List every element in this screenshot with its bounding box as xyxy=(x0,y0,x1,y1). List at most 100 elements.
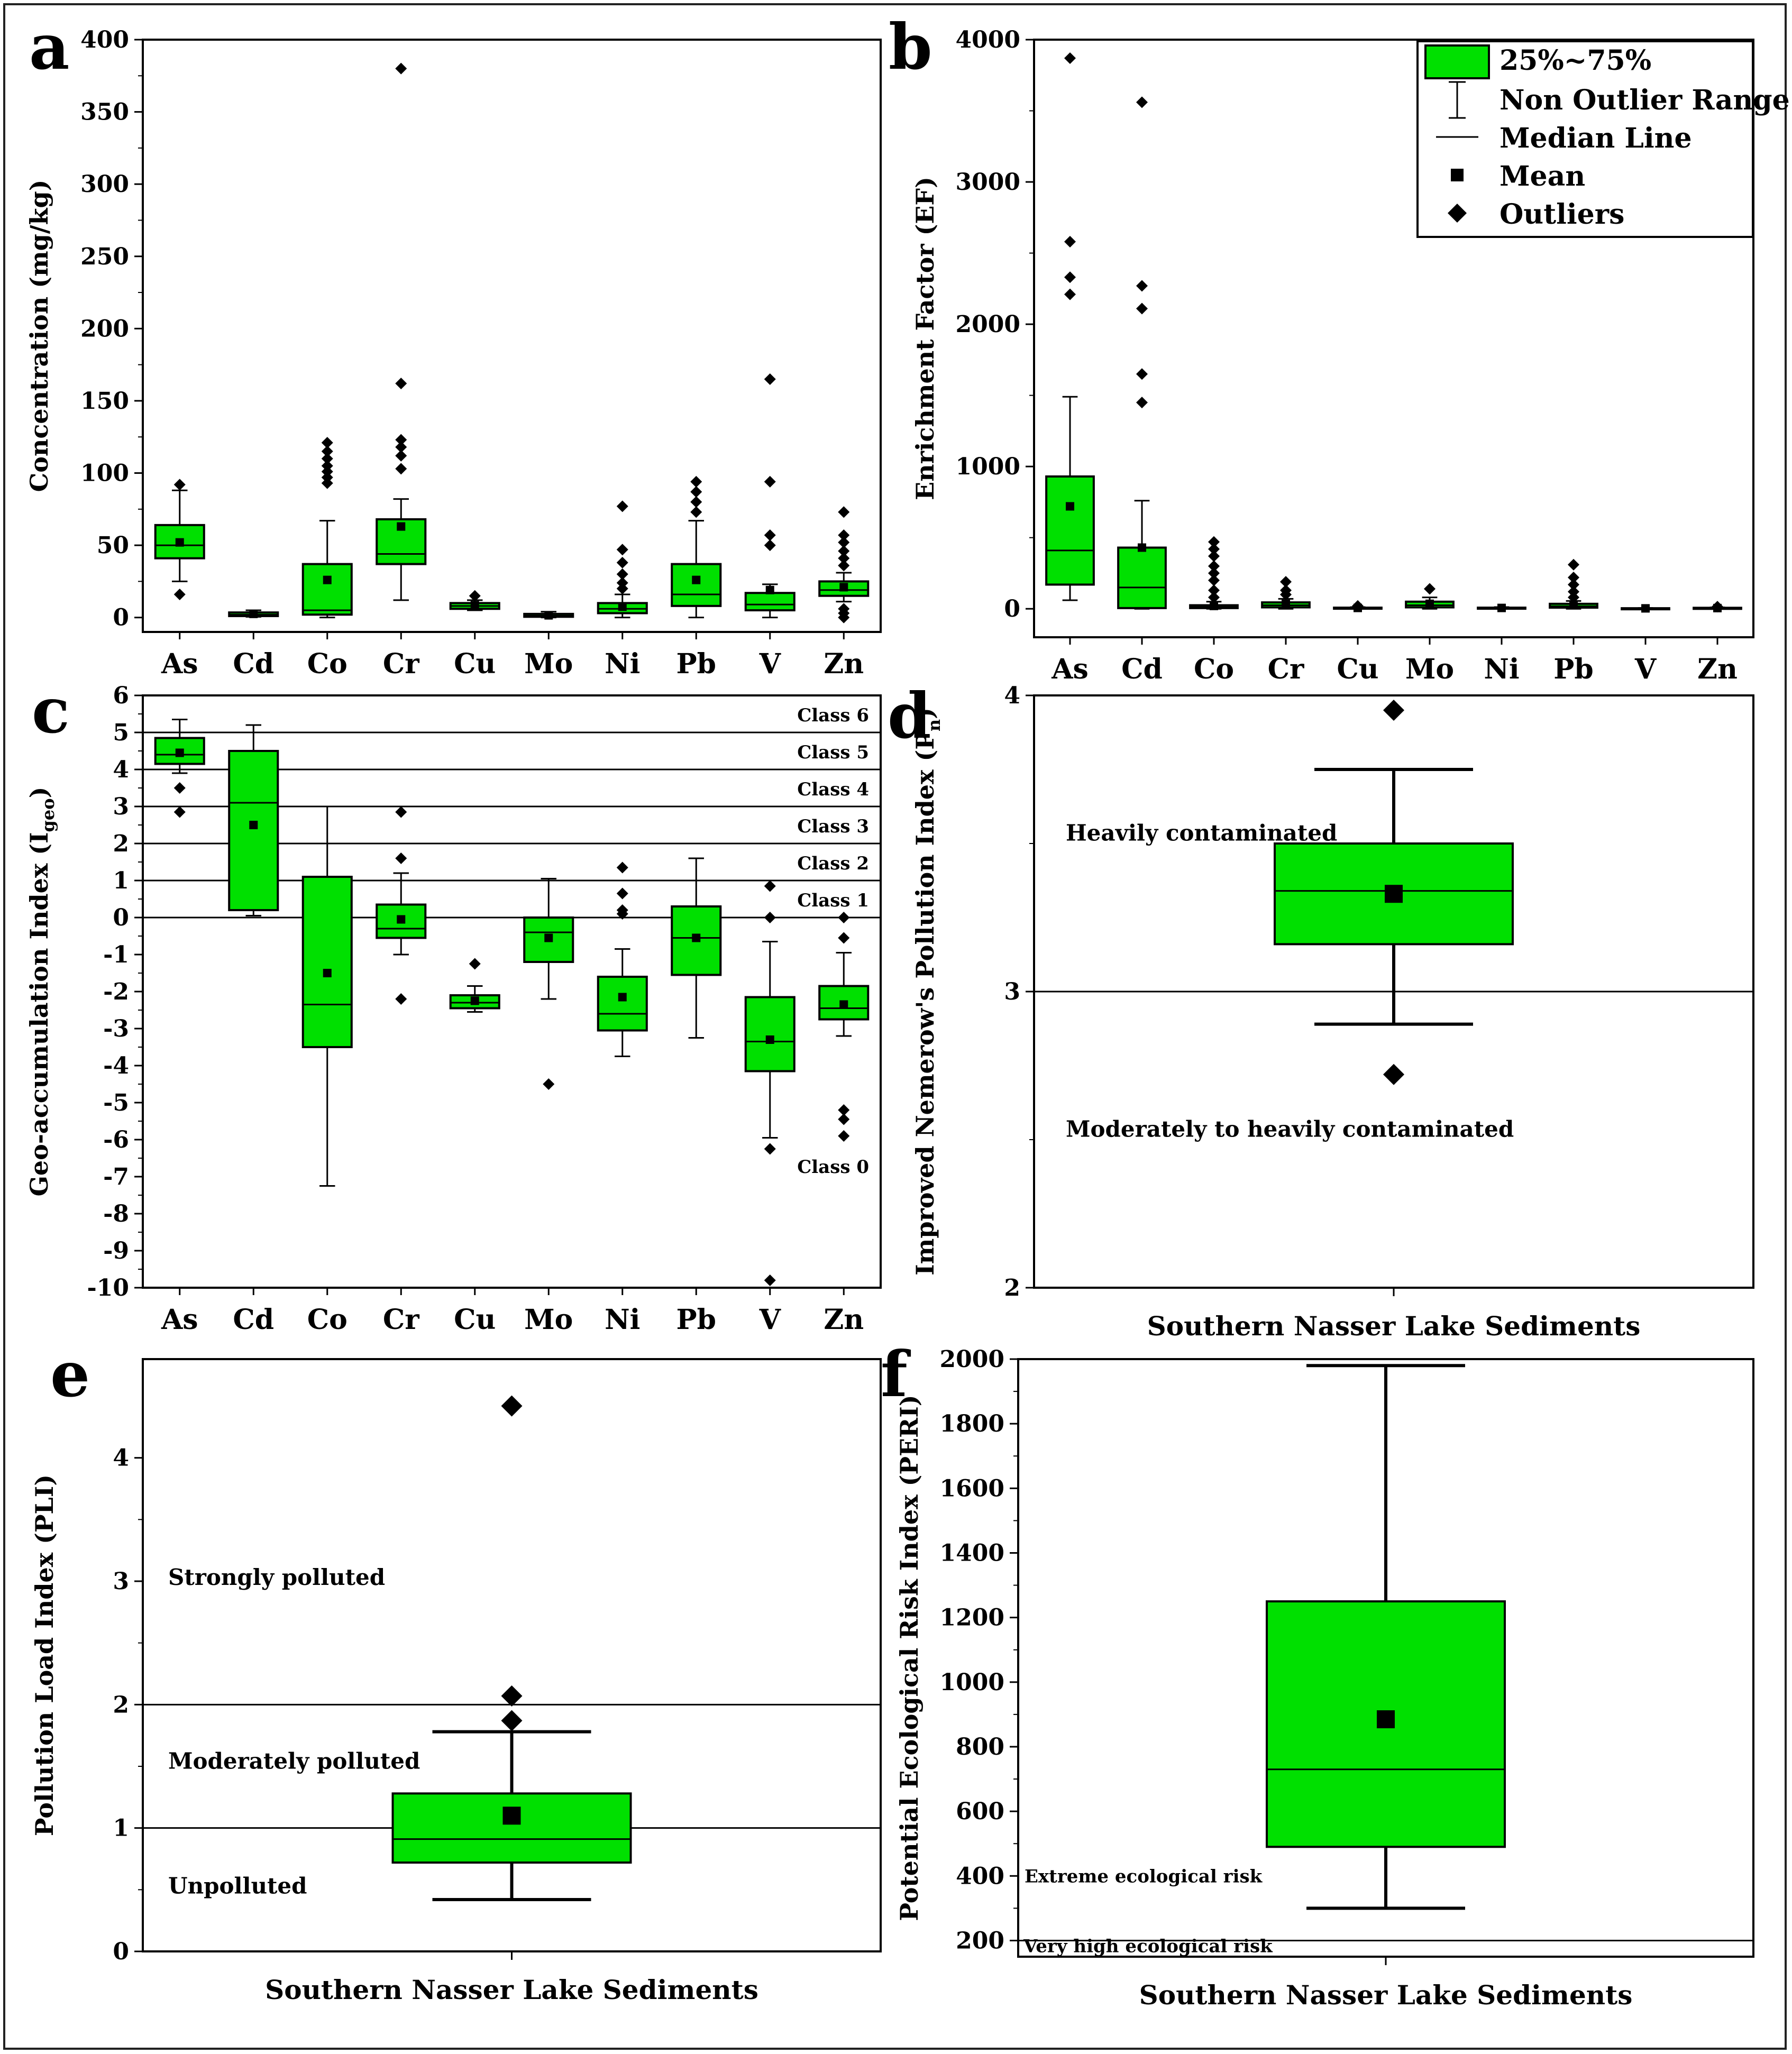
outlier-point xyxy=(838,506,850,518)
mean-marker xyxy=(618,602,627,611)
outlier-point xyxy=(1424,583,1436,595)
zone-label: Class 3 xyxy=(797,816,869,837)
y-tick-label: 1800 xyxy=(940,1410,1004,1437)
box-sample xyxy=(391,1395,632,1901)
outlier-point xyxy=(764,475,776,488)
zone-label: Extreme ecological risk xyxy=(1025,1866,1263,1887)
outlier-point xyxy=(395,450,407,462)
y-tick-label: -2 xyxy=(103,978,129,1005)
zone-label: Heavily contaminated xyxy=(1066,820,1337,846)
legend: 25%~75% Non Outlier Range Median Line Mean O… xyxy=(1416,40,1790,238)
outlier-point xyxy=(1136,96,1148,108)
mean-marker xyxy=(397,522,406,531)
legend-item-label: 25%~75% xyxy=(1500,44,1651,77)
zone-label: Class 1 xyxy=(797,890,869,911)
y-tick-label: 2000 xyxy=(940,1346,1004,1373)
y-tick-label: 2 xyxy=(1004,1274,1020,1301)
outlier-point xyxy=(395,378,407,390)
outlier-point xyxy=(616,577,628,589)
outlier-point xyxy=(838,552,850,564)
panel-label: c xyxy=(32,674,70,747)
outlier-point xyxy=(838,912,850,923)
y-tick-label: -8 xyxy=(103,1200,129,1227)
plot-frame xyxy=(1033,39,1754,638)
y-tick-label: 400 xyxy=(80,26,129,53)
legend-swatch-mean xyxy=(1451,169,1464,181)
box-Pb xyxy=(671,857,722,1039)
outlier-point xyxy=(838,529,850,541)
outlier-point xyxy=(616,904,628,916)
y-tick-label: 3 xyxy=(113,793,129,820)
x-category-label: Zn xyxy=(824,1304,864,1336)
box-Cu xyxy=(449,958,500,1013)
y-tick-label: -5 xyxy=(103,1089,129,1116)
outlier-point xyxy=(395,463,407,475)
outlier-point xyxy=(838,932,850,944)
iqr-box xyxy=(1045,475,1095,586)
box-Cd xyxy=(228,724,279,916)
outlier-point xyxy=(173,782,186,794)
box-Mo xyxy=(523,611,574,620)
y-tick-label: 800 xyxy=(956,1734,1004,1760)
y-tick-label: -1 xyxy=(103,941,129,968)
y-tick-label: 3000 xyxy=(956,169,1020,196)
outlier-point xyxy=(764,880,776,892)
outlier-point xyxy=(1208,567,1220,579)
box-Ni xyxy=(597,500,648,619)
outlier-point xyxy=(1352,600,1364,612)
x-category-label: Co xyxy=(1194,653,1234,685)
box-Zn xyxy=(818,506,870,623)
chart-panel-f: f 200 400 600 800 1000 1200 1400 1600 1800 2000 Pot… xyxy=(881,1337,1754,2011)
box-Cd xyxy=(228,609,279,618)
box-Co xyxy=(1189,536,1239,610)
box-Co xyxy=(301,805,353,1187)
y-tick-label: 0 xyxy=(1004,595,1020,622)
box-Zn xyxy=(1693,601,1742,613)
mean-marker xyxy=(249,821,258,829)
y-tick-label: 100 xyxy=(80,460,129,487)
box-As xyxy=(1045,52,1095,601)
outlier-point xyxy=(764,529,776,541)
outlier-point xyxy=(838,545,850,557)
box-sample xyxy=(1274,700,1514,1085)
outlier-point xyxy=(1136,302,1148,315)
outlier-point xyxy=(764,539,776,552)
x-category-label: Ni xyxy=(605,1304,640,1336)
legend-swatch-outlier xyxy=(1448,204,1467,223)
x-category-label: Cr xyxy=(383,1304,419,1336)
x-category-label: Zn xyxy=(1697,653,1738,685)
outlier-point xyxy=(1208,560,1220,572)
chart-panel-c: c-10-9-8-7-6-5-4-3-2-10123456Geo-accumul… xyxy=(25,674,882,1336)
x-category-label: Cu xyxy=(454,1304,496,1336)
outlier-point xyxy=(1064,271,1076,283)
mean-marker xyxy=(1425,599,1434,608)
y-tick-label: 2 xyxy=(113,830,129,857)
mean-marker xyxy=(1497,603,1506,612)
outlier-point xyxy=(321,453,333,465)
y-axis-label: Potential Ecological Risk Index (PERI) xyxy=(895,1395,924,1921)
legend-item-label: Outliers xyxy=(1500,198,1624,231)
y-tick-label: -4 xyxy=(103,1052,129,1079)
outlier-point xyxy=(690,475,702,488)
y-tick-label: 1 xyxy=(113,1815,129,1842)
outlier-point xyxy=(616,556,628,568)
y-tick-label: 1000 xyxy=(940,1669,1004,1696)
outlier-point xyxy=(1208,574,1220,586)
outlier-point xyxy=(1064,52,1076,64)
outlier-point xyxy=(469,958,481,970)
x-axis-label: Southern Nasser Lake Sediments xyxy=(265,1974,758,2005)
y-tick-label: 600 xyxy=(956,1798,1004,1825)
chart-panel-a: a 0 50 100 150 200 250 300 350 400 Concentration (… xyxy=(25,10,882,680)
x-category-label: Mo xyxy=(524,1304,573,1336)
mean-marker xyxy=(692,575,701,584)
y-tick-label: -10 xyxy=(87,1274,130,1301)
panel-label: b xyxy=(889,10,932,84)
box-Cr xyxy=(376,62,427,601)
zone-label: Class 4 xyxy=(797,779,869,800)
x-category-label: Cu xyxy=(454,648,496,680)
iqr-box xyxy=(744,996,796,1072)
outlier-point xyxy=(1064,288,1076,300)
box-Cu xyxy=(1333,600,1383,612)
zone-label: Class 6 xyxy=(797,705,869,726)
iqr-box xyxy=(1274,842,1514,946)
